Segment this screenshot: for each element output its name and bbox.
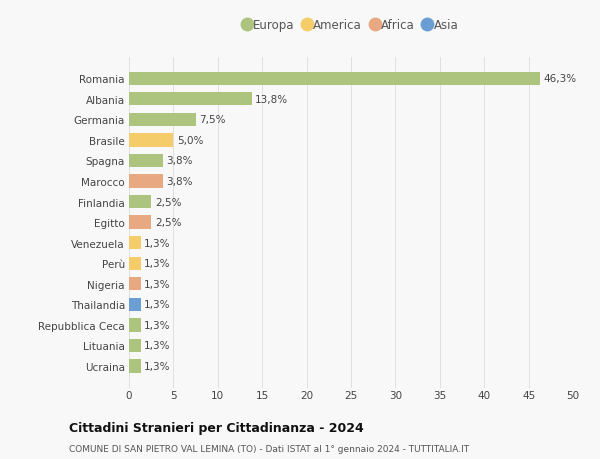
Text: 1,3%: 1,3% [144, 361, 170, 371]
Text: COMUNE DI SAN PIETRO VAL LEMINA (TO) - Dati ISTAT al 1° gennaio 2024 - TUTTITALI: COMUNE DI SAN PIETRO VAL LEMINA (TO) - D… [69, 444, 469, 453]
Text: Cittadini Stranieri per Cittadinanza - 2024: Cittadini Stranieri per Cittadinanza - 2… [69, 421, 364, 434]
Text: 13,8%: 13,8% [255, 95, 288, 105]
Text: 1,3%: 1,3% [144, 300, 170, 310]
Bar [129, 236, 140, 250]
Bar [129, 298, 140, 311]
Bar [129, 359, 140, 373]
Text: 1,3%: 1,3% [144, 341, 170, 351]
Text: 1,3%: 1,3% [144, 258, 170, 269]
Text: 46,3%: 46,3% [544, 74, 577, 84]
Text: 2,5%: 2,5% [155, 197, 181, 207]
Bar [129, 339, 140, 353]
Bar [129, 113, 196, 127]
Bar [129, 134, 173, 147]
Bar [129, 216, 151, 230]
Bar [129, 154, 163, 168]
Bar [129, 73, 540, 86]
Bar [129, 175, 163, 188]
Text: 5,0%: 5,0% [177, 135, 203, 146]
Text: 2,5%: 2,5% [155, 218, 181, 228]
Text: 1,3%: 1,3% [144, 279, 170, 289]
Text: 1,3%: 1,3% [144, 320, 170, 330]
Bar [129, 93, 251, 106]
Text: 7,5%: 7,5% [199, 115, 226, 125]
Bar [129, 278, 140, 291]
Legend: Europa, America, Africa, Asia: Europa, America, Africa, Asia [244, 19, 458, 32]
Text: 3,8%: 3,8% [166, 156, 193, 166]
Bar [129, 319, 140, 332]
Text: 3,8%: 3,8% [166, 177, 193, 187]
Bar [129, 196, 151, 209]
Bar [129, 257, 140, 270]
Text: 1,3%: 1,3% [144, 238, 170, 248]
